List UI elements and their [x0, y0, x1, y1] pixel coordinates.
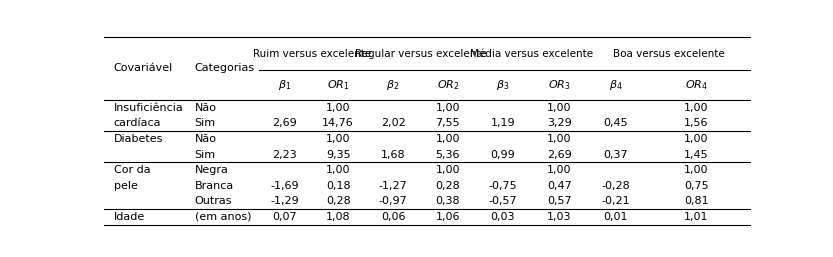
- Text: 0,28: 0,28: [436, 181, 461, 191]
- Text: 1,00: 1,00: [326, 134, 351, 144]
- Text: 1,06: 1,06: [436, 212, 460, 222]
- Text: 1,19: 1,19: [491, 118, 515, 128]
- Text: 1,00: 1,00: [326, 165, 351, 175]
- Text: 1,56: 1,56: [684, 118, 709, 128]
- Text: Boa versus excelente: Boa versus excelente: [613, 49, 725, 59]
- Text: $OR_3$: $OR_3$: [548, 78, 571, 92]
- Text: Sim: Sim: [194, 150, 216, 160]
- Text: -0,57: -0,57: [488, 196, 517, 206]
- Text: 1,00: 1,00: [684, 103, 709, 113]
- Text: 0,81: 0,81: [684, 196, 709, 206]
- Text: 1,03: 1,03: [547, 212, 571, 222]
- Text: 0,01: 0,01: [603, 212, 628, 222]
- Text: 7,55: 7,55: [436, 118, 460, 128]
- Text: Idade: Idade: [114, 212, 145, 222]
- Text: -1,69: -1,69: [271, 181, 299, 191]
- Text: 1,01: 1,01: [684, 212, 709, 222]
- Text: Média versus excelente: Média versus excelente: [471, 49, 593, 59]
- Text: Categorias: Categorias: [194, 63, 255, 74]
- Text: 1,00: 1,00: [436, 165, 460, 175]
- Text: Não: Não: [194, 103, 217, 113]
- Text: 0,45: 0,45: [603, 118, 628, 128]
- Text: 2,69: 2,69: [547, 150, 571, 160]
- Text: $OR_1$: $OR_1$: [327, 78, 350, 92]
- Text: 1,00: 1,00: [436, 134, 460, 144]
- Text: 3,29: 3,29: [547, 118, 571, 128]
- Text: Insuficiência: Insuficiência: [114, 103, 183, 113]
- Text: 5,36: 5,36: [436, 150, 460, 160]
- Text: Outras: Outras: [194, 196, 232, 206]
- Text: -1,29: -1,29: [271, 196, 299, 206]
- Text: 0,99: 0,99: [491, 150, 515, 160]
- Text: 1,00: 1,00: [547, 134, 571, 144]
- Text: Sim: Sim: [194, 118, 216, 128]
- Text: 1,00: 1,00: [547, 165, 571, 175]
- Text: Diabetes: Diabetes: [114, 134, 163, 144]
- Text: 1,00: 1,00: [326, 103, 351, 113]
- Text: Covariável: Covariável: [114, 63, 173, 74]
- Text: -0,75: -0,75: [488, 181, 517, 191]
- Text: 2,02: 2,02: [381, 118, 406, 128]
- Text: 14,76: 14,76: [322, 118, 354, 128]
- Text: 0,06: 0,06: [381, 212, 406, 222]
- Text: -0,28: -0,28: [601, 181, 630, 191]
- Text: 0,75: 0,75: [684, 181, 709, 191]
- Text: 0,47: 0,47: [547, 181, 571, 191]
- Text: (em anos): (em anos): [194, 212, 251, 222]
- Text: 0,38: 0,38: [436, 196, 460, 206]
- Text: Cor da: Cor da: [114, 165, 151, 175]
- Text: cardíaca: cardíaca: [114, 118, 162, 128]
- Text: 0,37: 0,37: [603, 150, 628, 160]
- Text: 1,00: 1,00: [436, 103, 460, 113]
- Text: 0,18: 0,18: [326, 181, 351, 191]
- Text: $\beta_4$: $\beta_4$: [609, 78, 622, 92]
- Text: Não: Não: [194, 134, 217, 144]
- Text: 2,69: 2,69: [272, 118, 297, 128]
- Text: 0,07: 0,07: [272, 212, 297, 222]
- Text: 1,00: 1,00: [684, 134, 709, 144]
- Text: pele: pele: [114, 181, 137, 191]
- Text: 0,57: 0,57: [547, 196, 571, 206]
- Text: $\beta_2$: $\beta_2$: [387, 78, 400, 92]
- Text: 1,45: 1,45: [684, 150, 709, 160]
- Text: -0,21: -0,21: [601, 196, 630, 206]
- Text: 1,68: 1,68: [381, 150, 406, 160]
- Text: $OR_4$: $OR_4$: [685, 78, 708, 92]
- Text: 1,00: 1,00: [684, 165, 709, 175]
- Text: 2,23: 2,23: [272, 150, 297, 160]
- Text: Branca: Branca: [194, 181, 234, 191]
- Text: 1,08: 1,08: [326, 212, 351, 222]
- Text: 0,03: 0,03: [491, 212, 515, 222]
- Text: -1,27: -1,27: [379, 181, 407, 191]
- Text: $\beta_1$: $\beta_1$: [278, 78, 292, 92]
- Text: $OR_2$: $OR_2$: [436, 78, 459, 92]
- Text: 1,00: 1,00: [547, 103, 571, 113]
- Text: Ruim versus excelente: Ruim versus excelente: [253, 49, 372, 59]
- Text: -0,97: -0,97: [379, 196, 407, 206]
- Text: Regular versus excelente: Regular versus excelente: [355, 49, 486, 59]
- Text: 9,35: 9,35: [326, 150, 351, 160]
- Text: Negra: Negra: [194, 165, 228, 175]
- Text: 0,28: 0,28: [326, 196, 351, 206]
- Text: $\beta_3$: $\beta_3$: [496, 78, 510, 92]
